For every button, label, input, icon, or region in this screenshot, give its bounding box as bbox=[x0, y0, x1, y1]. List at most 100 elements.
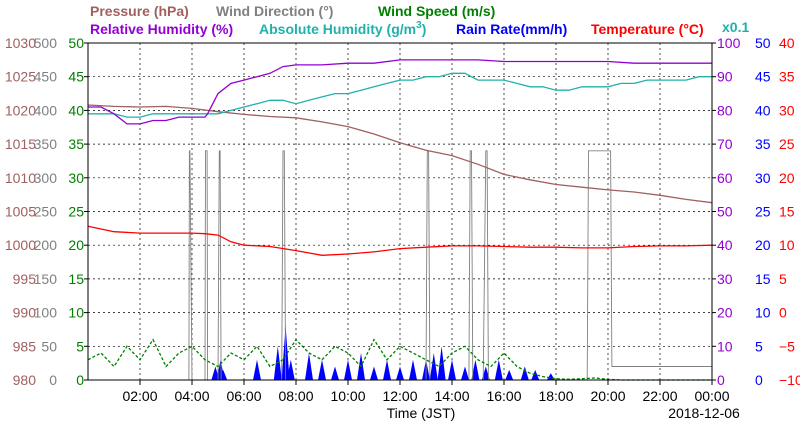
pressure-line bbox=[87, 104, 713, 204]
temperature-tick-label: −10 bbox=[779, 372, 800, 388]
wind-direction-tick-label: 0 bbox=[49, 372, 57, 388]
legend-humidity: Relative Humidity (%) bbox=[90, 21, 233, 37]
x-tick-label: 12:00 bbox=[382, 388, 417, 404]
legend-rain: Rain Rate(mm/h) bbox=[456, 21, 567, 37]
pressure-tick-label: 1010 bbox=[5, 170, 36, 186]
humidity-tick-label: 10 bbox=[717, 338, 733, 354]
temperature-tick-label: 5 bbox=[779, 271, 787, 287]
pressure-tick-label: 1005 bbox=[5, 204, 36, 220]
relative-humidity-line bbox=[88, 59, 712, 125]
rain-mark bbox=[429, 353, 438, 380]
rain-mark bbox=[461, 366, 469, 380]
wind-speed-tick-label: 0 bbox=[76, 372, 84, 388]
wind-direction-tick-label: 300 bbox=[34, 170, 58, 186]
humidity-tick-label: 80 bbox=[717, 102, 733, 118]
wind-speed-tick-label: 50 bbox=[68, 35, 84, 51]
pressure-tick-label: 1000 bbox=[5, 237, 36, 253]
x-tick-label: 18:00 bbox=[538, 388, 573, 404]
humidity-tick-label: 60 bbox=[717, 170, 733, 186]
wind-direction-tick-label: 100 bbox=[34, 305, 58, 321]
wind-speed-tick-label: 20 bbox=[68, 237, 84, 253]
humidity-tick-label: 100 bbox=[717, 35, 741, 51]
legend-abs-humidity: Absolute Humidity (g/m3) bbox=[259, 20, 426, 37]
humidity-tick-label: 30 bbox=[717, 271, 733, 287]
x-tick-label: 02:00 bbox=[122, 388, 157, 404]
rain-mark bbox=[494, 359, 503, 380]
x-tick-label: 14:00 bbox=[434, 388, 469, 404]
pressure-tick-label: 1025 bbox=[5, 69, 36, 85]
x-tick-label: 22:00 bbox=[642, 388, 677, 404]
x-tick-label: 08:00 bbox=[278, 388, 313, 404]
legend-abs-humidity-end: ) bbox=[422, 21, 427, 37]
legend-temperature: Temperature (°C) bbox=[591, 21, 704, 37]
rain-mark bbox=[448, 359, 456, 380]
rain-mark bbox=[471, 359, 480, 380]
date-label: 2018-12-06 bbox=[668, 405, 740, 421]
wind-direction-tick-label: 400 bbox=[34, 102, 58, 118]
rain-tick-label: 5 bbox=[755, 338, 763, 354]
humidity-tick-label: 20 bbox=[717, 305, 733, 321]
legend-pressure: Pressure (hPa) bbox=[90, 3, 189, 19]
rain-mark bbox=[409, 359, 417, 380]
temperature-line bbox=[87, 225, 713, 256]
rain-tick-label: 30 bbox=[755, 170, 771, 186]
pressure-tick-label: 980 bbox=[13, 372, 37, 388]
wind-direction-tick-label: 250 bbox=[34, 204, 58, 220]
humidity-tick-label: 90 bbox=[717, 69, 733, 85]
rain-mark bbox=[305, 353, 313, 380]
wind-speed-tick-label: 30 bbox=[68, 170, 84, 186]
legend-wind-speed: Wind Speed (m/s) bbox=[378, 3, 495, 19]
rain-mark bbox=[318, 359, 326, 380]
wind-direction-line bbox=[88, 150, 712, 381]
temperature-tick-label: 40 bbox=[779, 35, 795, 51]
temperature-tick-label: 20 bbox=[779, 170, 795, 186]
rain-tick-label: 15 bbox=[755, 271, 771, 287]
absolute-humidity-line bbox=[88, 72, 712, 118]
rain-tick-label: 10 bbox=[755, 305, 771, 321]
temperature-tick-label: 35 bbox=[779, 69, 795, 85]
wind-speed-tick-label: 25 bbox=[68, 204, 84, 220]
rain-mark bbox=[370, 366, 378, 380]
wind-speed-tick-label: 45 bbox=[68, 69, 84, 85]
x-tick-label: 04:00 bbox=[174, 388, 209, 404]
temperature-tick-label: 15 bbox=[779, 204, 795, 220]
rain-mark bbox=[546, 373, 555, 380]
rain-mark bbox=[520, 366, 529, 380]
wind-speed-tick-label: 5 bbox=[76, 338, 84, 354]
rain-mark bbox=[505, 369, 514, 380]
temperature-tick-label: −5 bbox=[779, 338, 795, 354]
pressure-tick-label: 990 bbox=[13, 305, 37, 321]
wind-direction-tick-label: 350 bbox=[34, 136, 58, 152]
legend-abs-humidity-main: Absolute Humidity (g/m bbox=[259, 21, 416, 37]
pressure-tick-label: 995 bbox=[13, 271, 37, 287]
humidity-tick-label: 0 bbox=[717, 372, 725, 388]
temperature-tick-label: 30 bbox=[779, 102, 795, 118]
humidity-tick-label: 70 bbox=[717, 136, 733, 152]
wind-direction-tick-label: 450 bbox=[34, 69, 58, 85]
rain-mark bbox=[344, 359, 352, 380]
x-axis-label: Time (JST) bbox=[387, 405, 456, 421]
rain-mark bbox=[383, 359, 391, 380]
series-layer bbox=[87, 59, 713, 381]
pressure-tick-label: 1030 bbox=[5, 35, 36, 51]
legend-wind-direction: Wind Direction (°) bbox=[216, 3, 333, 19]
temperature-tick-label: 0 bbox=[779, 305, 787, 321]
temperature-tick-label: 10 bbox=[779, 237, 795, 253]
rain-tick-label: 45 bbox=[755, 69, 771, 85]
wind-speed-tick-label: 35 bbox=[68, 136, 84, 152]
wind-speed-tick-label: 10 bbox=[68, 305, 84, 321]
humidity-tick-label: 50 bbox=[717, 204, 733, 220]
temperature-tick-label: 25 bbox=[779, 136, 795, 152]
wind-direction-tick-label: 50 bbox=[41, 338, 57, 354]
legend-abs-humidity-sup: 3 bbox=[416, 20, 422, 31]
grid-lines bbox=[88, 43, 712, 380]
x-tick-label: 10:00 bbox=[330, 388, 365, 404]
rain-tick-label: 25 bbox=[755, 204, 771, 220]
rain-tick-label: 40 bbox=[755, 102, 771, 118]
wind-speed-line bbox=[87, 338, 712, 381]
pressure-tick-label: 985 bbox=[13, 338, 37, 354]
rain-tick-label: 0 bbox=[755, 372, 763, 388]
legend-scale-note: x0.1 bbox=[722, 19, 749, 35]
wind-direction-tick-label: 500 bbox=[34, 35, 58, 51]
rain-tick-label: 20 bbox=[755, 237, 771, 253]
